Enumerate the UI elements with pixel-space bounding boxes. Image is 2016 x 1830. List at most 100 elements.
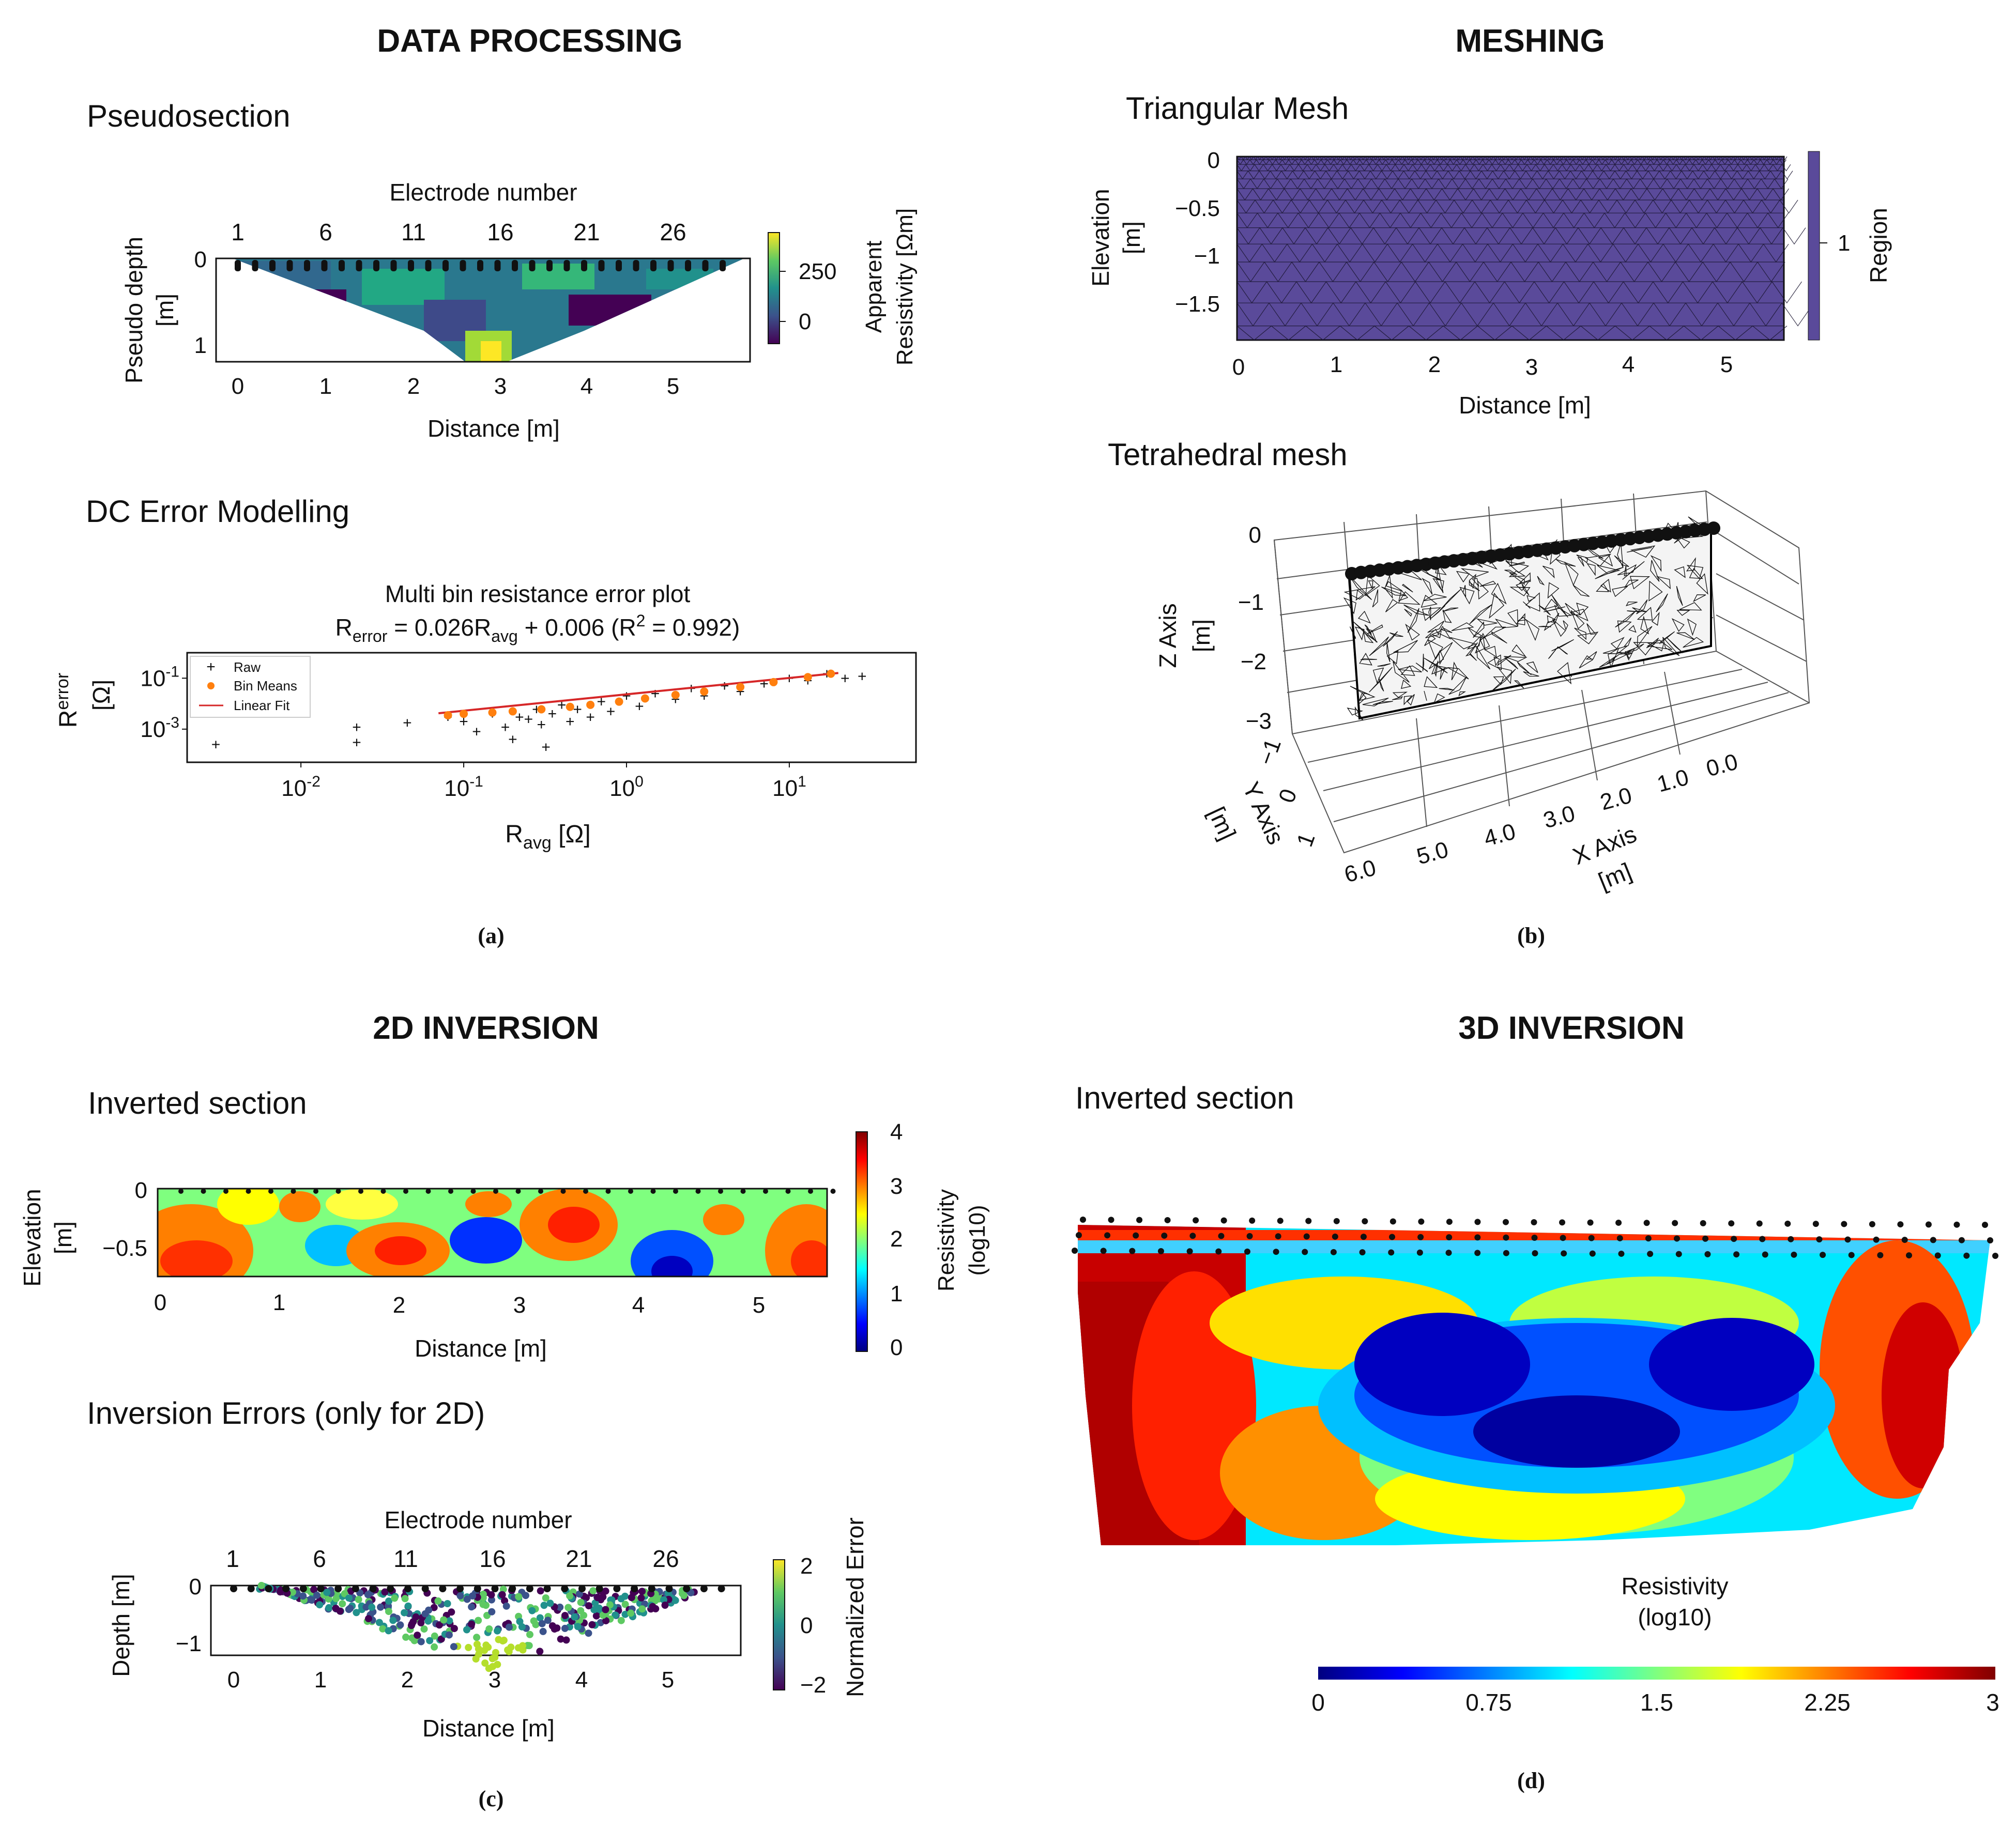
inv-errors-cbar-tick: 0 — [800, 1613, 813, 1638]
electrode-marker — [1215, 1248, 1222, 1255]
electrode-tick: 6 — [319, 219, 332, 245]
tet-mesh-ztick: 0 — [1249, 522, 1261, 548]
electrode-marker — [740, 1189, 746, 1194]
error-point — [481, 1659, 489, 1667]
electrode-marker — [448, 1189, 453, 1194]
electrode-marker — [1559, 1219, 1566, 1226]
electrode-marker — [1445, 1250, 1452, 1256]
electrode-marker — [1731, 1236, 1737, 1242]
error-point — [426, 1637, 434, 1644]
mesh-row — [1236, 281, 1802, 304]
electrode-marker — [252, 260, 258, 271]
electrode-marker — [1303, 1233, 1310, 1240]
electrode-marker — [1302, 1249, 1308, 1255]
raw-point: + — [635, 698, 644, 715]
electrode-marker — [695, 1189, 701, 1194]
electrode-tick: 11 — [401, 219, 426, 245]
bin-mean-point — [537, 705, 546, 714]
error-model-ytick: 10-3 — [140, 714, 179, 742]
electrode-marker — [560, 1189, 566, 1194]
electrode-marker — [1531, 1235, 1538, 1241]
error-point — [379, 1625, 387, 1633]
error-point — [617, 1617, 625, 1624]
tet-mesh-panel: Tetrahedral mesh — [1108, 437, 1810, 895]
error-point — [585, 1629, 592, 1637]
pseudosection-xtick: 3 — [494, 374, 507, 399]
electrode-marker — [286, 260, 293, 271]
error-point — [332, 1605, 340, 1612]
tet-mesh-ytick: −1 — [1254, 735, 1286, 768]
tet-mesh-ztick: −1 — [1238, 590, 1264, 615]
electrode-tick: 6 — [313, 1545, 326, 1572]
error-point — [313, 1591, 320, 1599]
error-point — [540, 1602, 548, 1609]
electrode-marker — [1157, 1248, 1164, 1254]
electrode-marker — [1161, 1232, 1168, 1239]
error-point — [420, 1625, 428, 1633]
electrode-marker — [1532, 1250, 1538, 1256]
electrode-marker — [628, 1189, 633, 1194]
inv2d-xtick: 0 — [154, 1290, 166, 1315]
error-point — [407, 1622, 415, 1629]
electrode-marker — [1897, 1221, 1904, 1228]
inv3d-image — [1078, 1225, 1990, 1545]
tet-mesh-xtick: 3.0 — [1540, 801, 1578, 833]
inv2d-heading: Inverted section — [88, 1086, 307, 1120]
inv-errors-points — [256, 1581, 698, 1672]
electrode-marker — [595, 1585, 603, 1592]
electrode-marker — [282, 1585, 290, 1592]
error-point — [299, 1592, 307, 1600]
inv2d-panel: Inverted section 0 −0.5 0 1 — [19, 1086, 990, 1362]
error-point — [316, 1601, 324, 1609]
electrode-marker — [529, 260, 536, 271]
error-point — [617, 1595, 625, 1603]
raw-point: + — [759, 675, 769, 693]
section-title-data-processing: DATA PROCESSING — [377, 23, 682, 59]
electrode-marker — [387, 1585, 394, 1592]
electrode-marker — [247, 1585, 255, 1592]
raw-point: + — [651, 685, 660, 702]
error-point — [637, 1594, 645, 1602]
error-point — [412, 1613, 420, 1621]
electrode-marker — [1446, 1234, 1453, 1241]
error-point — [468, 1620, 476, 1628]
error-point — [495, 1636, 502, 1643]
inv-errors-colorbar — [773, 1559, 785, 1690]
bin-mean-point — [460, 710, 468, 718]
error-model-title: Multi bin resistance error plot — [385, 580, 691, 607]
electrode-marker — [317, 1585, 325, 1592]
error-point — [594, 1594, 601, 1602]
electrode-marker — [563, 260, 570, 271]
error-point — [539, 1627, 547, 1635]
electrode-marker — [246, 1189, 251, 1194]
error-point — [445, 1631, 453, 1639]
inv2d-colorbar — [856, 1131, 868, 1352]
panel-label-a: (a) — [478, 923, 504, 948]
electrode-marker — [1164, 1217, 1171, 1223]
electrode-marker — [673, 1189, 678, 1194]
electrode-marker — [685, 260, 691, 271]
pseudosection-ytick: 1 — [194, 333, 207, 358]
error-point — [323, 1589, 331, 1596]
inv2d-xticks: 0 1 2 3 4 5 — [154, 1290, 765, 1318]
bin-mean-point — [586, 700, 595, 709]
electrode-marker — [421, 1585, 429, 1592]
mesh-row — [1236, 199, 1798, 214]
pseudosection-xticks: 0 1 2 3 4 5 — [232, 374, 679, 399]
tri-mesh-ytick: −1 — [1194, 243, 1220, 269]
raw-point: + — [403, 714, 412, 731]
error-point — [580, 1611, 588, 1619]
electrode-marker — [1812, 1221, 1819, 1227]
error-point — [487, 1591, 495, 1598]
electrode-marker — [546, 260, 553, 271]
electrode-marker — [1189, 1233, 1196, 1239]
tri-mesh-lines — [1236, 156, 1814, 341]
electrode-marker — [1784, 1220, 1791, 1227]
pseudosection-axes — [215, 257, 751, 363]
electrode-marker — [493, 1189, 498, 1194]
error-point — [612, 1611, 619, 1619]
error-point — [589, 1587, 597, 1595]
error-point — [417, 1619, 425, 1627]
error-point — [564, 1604, 572, 1611]
